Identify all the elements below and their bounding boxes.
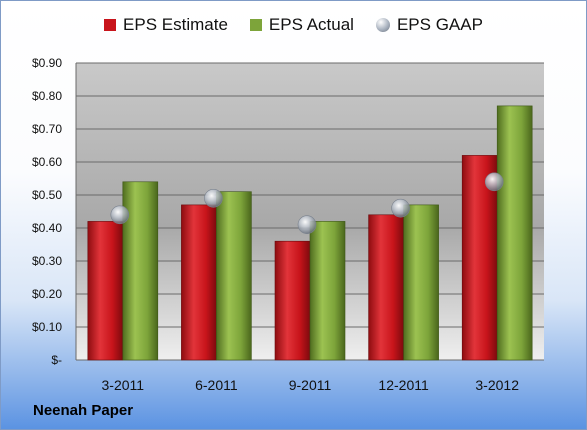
legend-label-gaap: EPS GAAP xyxy=(396,15,483,34)
legend-swatch-actual xyxy=(249,19,262,31)
y-tick-label: $0.70 xyxy=(32,122,62,136)
marker-eps-gaap xyxy=(297,215,317,234)
y-tick-label: $0.80 xyxy=(32,89,62,103)
bar-eps-actual xyxy=(403,204,439,361)
bar-eps-estimate xyxy=(274,240,311,361)
y-tick-label: $0.40 xyxy=(32,221,62,235)
gaap-markers xyxy=(110,172,504,234)
x-tick-label: 12-2011 xyxy=(378,377,429,393)
x-tick-label: 6-2011 xyxy=(195,377,238,393)
y-tick-label: $0.60 xyxy=(32,155,62,169)
y-tick-label: $0.30 xyxy=(32,254,62,268)
legend-swatch-gaap xyxy=(375,18,390,32)
bar-eps-estimate xyxy=(181,204,217,361)
marker-eps-gaap xyxy=(204,189,223,208)
marker-eps-gaap xyxy=(484,172,504,192)
y-tick-label: $0.90 xyxy=(32,56,62,70)
bars xyxy=(87,105,533,361)
x-tick-label: 9-2011 xyxy=(289,377,332,393)
legend-item-actual: EPS Actual xyxy=(249,15,354,35)
legend: EPS Estimate EPS Actual EPS GAAP xyxy=(1,15,586,35)
bar-eps-actual xyxy=(496,105,533,361)
bar-eps-actual xyxy=(216,191,252,361)
y-tick-label: $- xyxy=(51,353,62,367)
x-axis-ticks: 3-2011 6-2011 9-2011 12-2011 3-2012 xyxy=(102,377,520,393)
marker-eps-gaap xyxy=(391,198,410,218)
marker-eps-gaap xyxy=(110,205,130,225)
legend-label-estimate: EPS Estimate xyxy=(123,15,228,34)
bar-eps-actual xyxy=(309,221,346,361)
company-name: Neenah Paper xyxy=(33,402,134,419)
x-tick-label: 3-2011 xyxy=(102,377,145,393)
bar-eps-estimate xyxy=(87,221,124,361)
y-axis-ticks: $- $0.10 $0.20 $0.30 $0.40 $0.50 $0.60 $0.70 $0.… xyxy=(32,56,62,367)
x-tick-label: 3-2012 xyxy=(475,377,519,393)
y-tick-label: $0.10 xyxy=(32,320,62,334)
legend-item-estimate: EPS Estimate xyxy=(104,15,228,35)
y-tick-label: $0.50 xyxy=(32,188,62,202)
bar-eps-estimate xyxy=(368,214,404,361)
y-tick-label: $0.20 xyxy=(32,287,62,301)
bar-eps-actual xyxy=(122,181,159,361)
legend-label-actual: EPS Actual xyxy=(268,15,354,34)
legend-item-gaap: EPS GAAP xyxy=(375,15,483,35)
legend-swatch-estimate xyxy=(104,19,117,31)
